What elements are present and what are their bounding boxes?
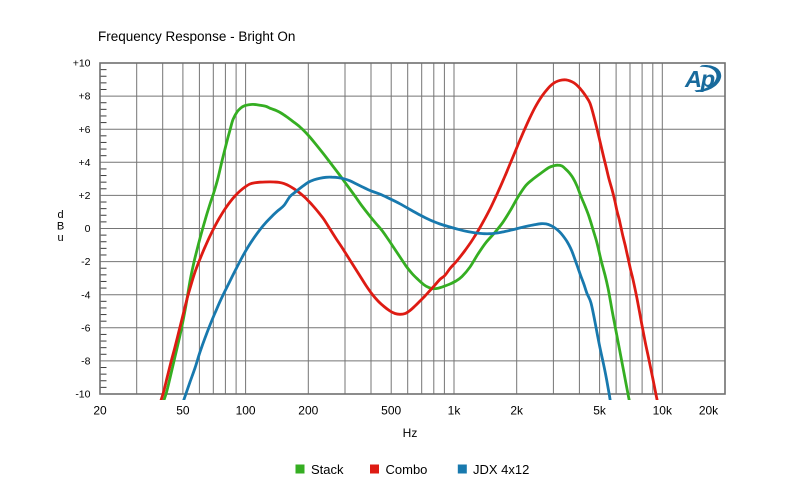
svg-text:Frequency Response - Bright On: Frequency Response - Bright On — [98, 29, 295, 44]
svg-text:-8: -8 — [81, 356, 90, 368]
svg-text:+10: +10 — [73, 58, 91, 70]
svg-text:B: B — [57, 221, 64, 233]
svg-text:500: 500 — [381, 404, 401, 418]
svg-text:+8: +8 — [79, 91, 91, 103]
svg-text:200: 200 — [298, 404, 318, 418]
svg-text:0: 0 — [85, 223, 91, 235]
svg-text:-6: -6 — [81, 322, 90, 334]
svg-text:5k: 5k — [593, 404, 607, 418]
svg-text:20k: 20k — [699, 404, 719, 418]
svg-text:+6: +6 — [79, 124, 91, 136]
svg-text:d: d — [57, 209, 63, 221]
svg-text:Stack: Stack — [311, 462, 344, 477]
svg-text:-2: -2 — [81, 256, 90, 268]
svg-text:+4: +4 — [79, 157, 91, 169]
svg-text:50: 50 — [176, 404, 190, 418]
svg-text:10k: 10k — [653, 404, 673, 418]
svg-text:JDX 4x12: JDX 4x12 — [473, 462, 529, 477]
svg-text:-10: -10 — [75, 389, 90, 401]
svg-text:1k: 1k — [448, 404, 462, 418]
svg-text:Hz: Hz — [403, 426, 418, 440]
svg-text:u: u — [57, 232, 63, 244]
svg-text:+2: +2 — [79, 190, 91, 202]
svg-text:Ap: Ap — [684, 66, 715, 92]
svg-text:20: 20 — [93, 404, 107, 418]
svg-text:100: 100 — [236, 404, 256, 418]
svg-text:Combo: Combo — [386, 462, 428, 477]
svg-text:-4: -4 — [81, 289, 90, 301]
svg-text:2k: 2k — [510, 404, 524, 418]
